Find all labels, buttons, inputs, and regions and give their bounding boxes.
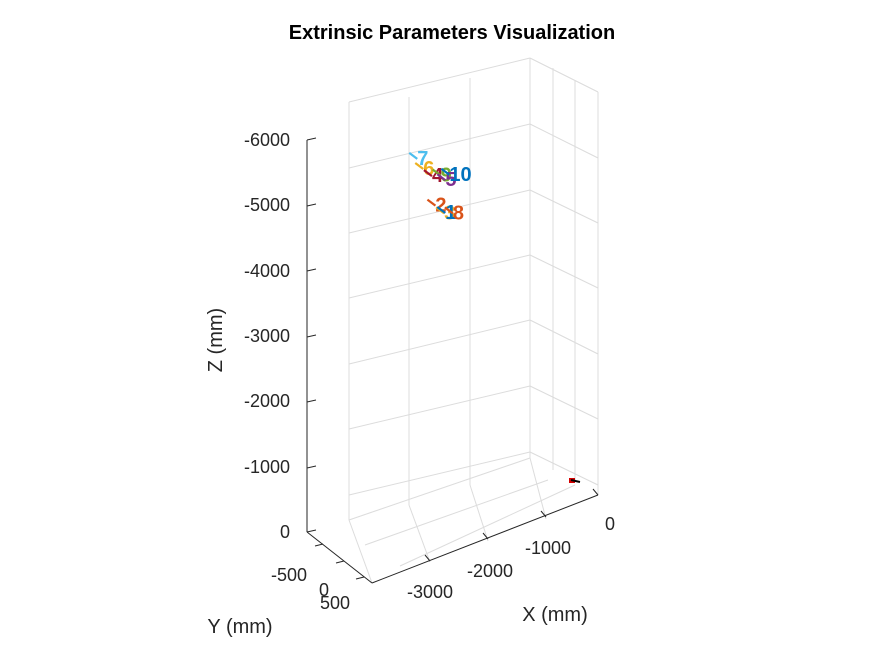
x-tick-labels: -3000 -2000 -1000 0 — [407, 514, 615, 602]
x-tick-label: 0 — [605, 514, 615, 534]
y-tick-label: 500 — [320, 593, 350, 613]
y-tick-label: -500 — [271, 565, 307, 585]
board-label: 3 — [444, 202, 455, 224]
x-axis-label: X (mm) — [522, 604, 588, 626]
board-label: 5 — [445, 169, 456, 191]
y-axis-label: Y (mm) — [207, 616, 272, 638]
board-label: 10 — [449, 164, 471, 186]
x-tick-label: -3000 — [407, 582, 453, 602]
z-tick-label: -4000 — [244, 261, 290, 281]
y-tick-label: 0 — [319, 580, 329, 600]
board-label: 9 — [441, 164, 452, 186]
board-marker — [426, 198, 437, 207]
z-tick-label: -5000 — [244, 195, 290, 215]
z-tick-label: -3000 — [244, 326, 290, 346]
z-tick-labels: -6000 -5000 -4000 -3000 -2000 -1000 0 — [244, 130, 290, 542]
board-marker — [444, 206, 454, 215]
x-tick-label: -1000 — [525, 538, 571, 558]
board-marker — [436, 206, 446, 214]
board-marker — [414, 162, 424, 170]
board-marker — [408, 151, 418, 160]
z-axis-label: Z (mm) — [205, 308, 227, 372]
z-tick-label: -1000 — [244, 457, 290, 477]
board-label: 7 — [417, 148, 428, 170]
camera-origin — [569, 478, 581, 483]
axes — [306, 137, 599, 584]
z-tick-label: -2000 — [244, 391, 290, 411]
gridlines — [348, 57, 599, 584]
board-label: 2 — [435, 195, 446, 217]
board-label: 8 — [453, 202, 464, 224]
board-label: 6 — [423, 158, 434, 180]
z-tick-label: -6000 — [244, 130, 290, 150]
board-marker — [423, 169, 433, 178]
board-marker — [436, 173, 447, 182]
x-tick-label: -2000 — [467, 561, 513, 581]
y-tick-labels: -500 0 500 — [271, 565, 350, 613]
chart-title: Extrinsic Parameters Visualization — [289, 22, 615, 44]
z-tick-label: 0 — [280, 522, 290, 542]
board-marker — [440, 167, 451, 176]
